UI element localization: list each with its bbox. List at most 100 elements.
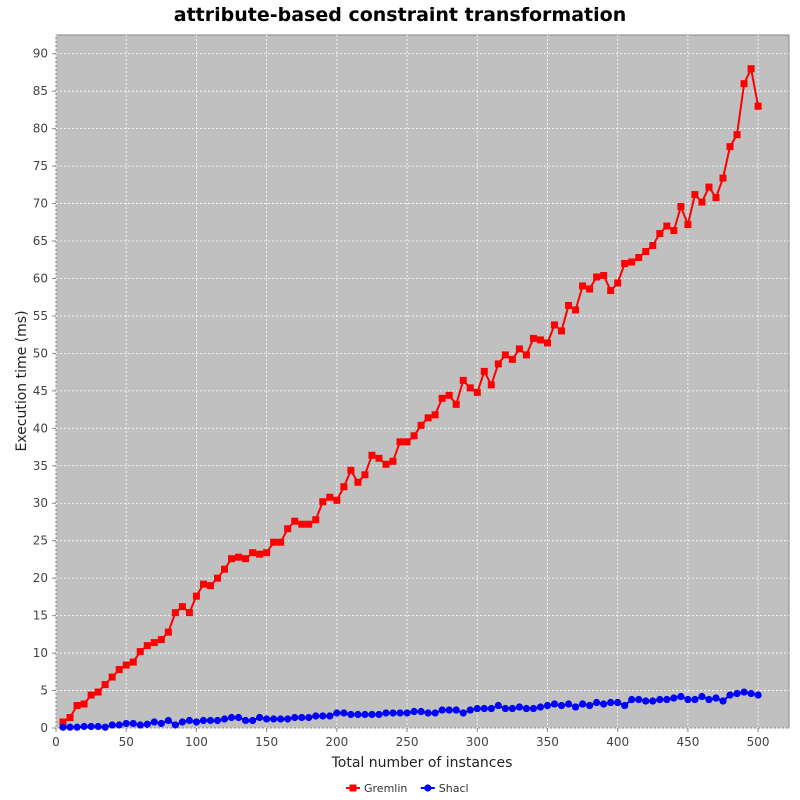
data-point-gremlin: [466, 384, 474, 392]
data-point-gremlin: [431, 411, 439, 419]
data-point-gremlin: [94, 688, 102, 696]
legend: Gremlin Shacl: [346, 782, 469, 795]
data-point-gremlin: [403, 438, 411, 446]
data-point-shacl: [550, 700, 559, 708]
data-point-gremlin: [361, 471, 369, 479]
y-tick-label: 60: [33, 271, 48, 285]
data-point-shacl: [220, 715, 229, 723]
data-point-shacl: [628, 695, 636, 704]
data-point-shacl: [143, 720, 151, 728]
data-point-gremlin: [705, 183, 713, 191]
data-point-shacl: [171, 721, 179, 729]
data-point-shacl: [480, 704, 488, 713]
x-tick-label: 250: [396, 735, 419, 749]
x-tick-label: 500: [747, 735, 770, 749]
data-point-gremlin: [522, 351, 530, 359]
data-point-gremlin: [368, 451, 376, 459]
data-point-shacl: [248, 716, 257, 725]
data-point-shacl: [677, 692, 685, 701]
data-point-shacl: [185, 716, 194, 725]
data-point-gremlin: [649, 242, 657, 250]
series-layer: [59, 65, 762, 731]
data-point-shacl: [227, 713, 236, 722]
data-point-shacl: [719, 697, 727, 705]
data-point-gremlin: [417, 421, 425, 429]
data-point-gremlin: [501, 351, 509, 359]
data-point-gremlin: [487, 381, 495, 389]
y-tick-label: 55: [33, 309, 48, 323]
data-point-shacl: [234, 713, 243, 722]
x-tick-label: 50: [119, 735, 134, 749]
data-point-gremlin: [206, 582, 214, 590]
x-axis-label: Total number of instances: [331, 755, 513, 771]
data-point-shacl: [487, 704, 495, 713]
data-point-gremlin: [333, 496, 341, 504]
data-point-shacl: [305, 713, 313, 722]
y-tick-label: 25: [33, 534, 48, 548]
data-point-shacl: [326, 712, 334, 720]
data-point-shacl: [354, 710, 362, 719]
data-point-shacl: [515, 703, 523, 711]
data-point-shacl: [452, 706, 460, 714]
data-point-gremlin: [340, 483, 348, 491]
y-tick-label: 15: [33, 609, 48, 623]
data-point-gremlin: [354, 478, 362, 486]
data-point-shacl: [747, 689, 755, 698]
data-point-gremlin: [543, 339, 551, 347]
data-point-gremlin: [319, 498, 327, 506]
data-point-gremlin: [396, 438, 404, 446]
data-point-gremlin: [586, 285, 594, 293]
data-point-gremlin: [178, 603, 186, 611]
data-point-gremlin: [691, 191, 699, 199]
data-point-gremlin: [600, 271, 608, 279]
data-point-gremlin: [347, 466, 355, 474]
data-point-gremlin: [558, 327, 566, 335]
data-point-shacl: [403, 709, 411, 717]
y-tick-label: 75: [33, 159, 48, 173]
data-point-shacl: [94, 722, 102, 731]
data-point-shacl: [586, 701, 594, 710]
data-point-shacl: [508, 704, 516, 713]
data-point-shacl: [192, 718, 201, 726]
x-tick-label: 350: [536, 735, 559, 749]
data-point-gremlin: [754, 102, 762, 110]
data-point-shacl: [122, 719, 130, 728]
data-point-gremlin: [494, 360, 502, 368]
data-point-shacl: [466, 706, 474, 714]
data-point-shacl: [410, 707, 418, 716]
data-point-gremlin: [192, 592, 200, 600]
data-point-gremlin: [593, 273, 601, 281]
legend-label-gremlin: Gremlin: [364, 782, 407, 795]
data-point-gremlin: [572, 306, 580, 314]
data-point-shacl: [445, 706, 453, 714]
data-point-gremlin: [80, 700, 88, 708]
y-tick-label: 5: [40, 684, 48, 698]
data-point-shacl: [199, 716, 208, 725]
data-point-gremlin: [115, 666, 123, 674]
data-point-shacl: [298, 713, 306, 722]
legend-label-shacl: Shacl: [439, 782, 469, 795]
data-point-gremlin: [565, 301, 573, 309]
plot-area: [55, 34, 790, 729]
data-point-gremlin: [305, 520, 313, 528]
data-point-gremlin: [73, 702, 81, 710]
data-point-gremlin: [719, 174, 727, 182]
data-point-gremlin: [129, 658, 137, 666]
data-point-shacl: [733, 689, 741, 698]
data-point-shacl: [494, 701, 502, 710]
data-point-gremlin: [150, 639, 158, 647]
data-point-shacl: [642, 697, 650, 705]
y-tick-label: 40: [33, 421, 48, 435]
data-point-shacl: [635, 695, 643, 704]
x-tick-label: 450: [676, 735, 699, 749]
data-point-gremlin: [185, 609, 193, 617]
data-point-shacl: [600, 700, 608, 708]
data-point-gremlin: [101, 681, 109, 689]
data-point-shacl: [607, 698, 615, 707]
data-point-shacl: [656, 695, 664, 704]
x-tick-label: 400: [606, 735, 629, 749]
data-point-shacl: [270, 715, 278, 723]
data-point-gremlin: [242, 555, 250, 563]
data-point-gremlin: [452, 400, 460, 408]
data-point-shacl: [164, 716, 172, 725]
